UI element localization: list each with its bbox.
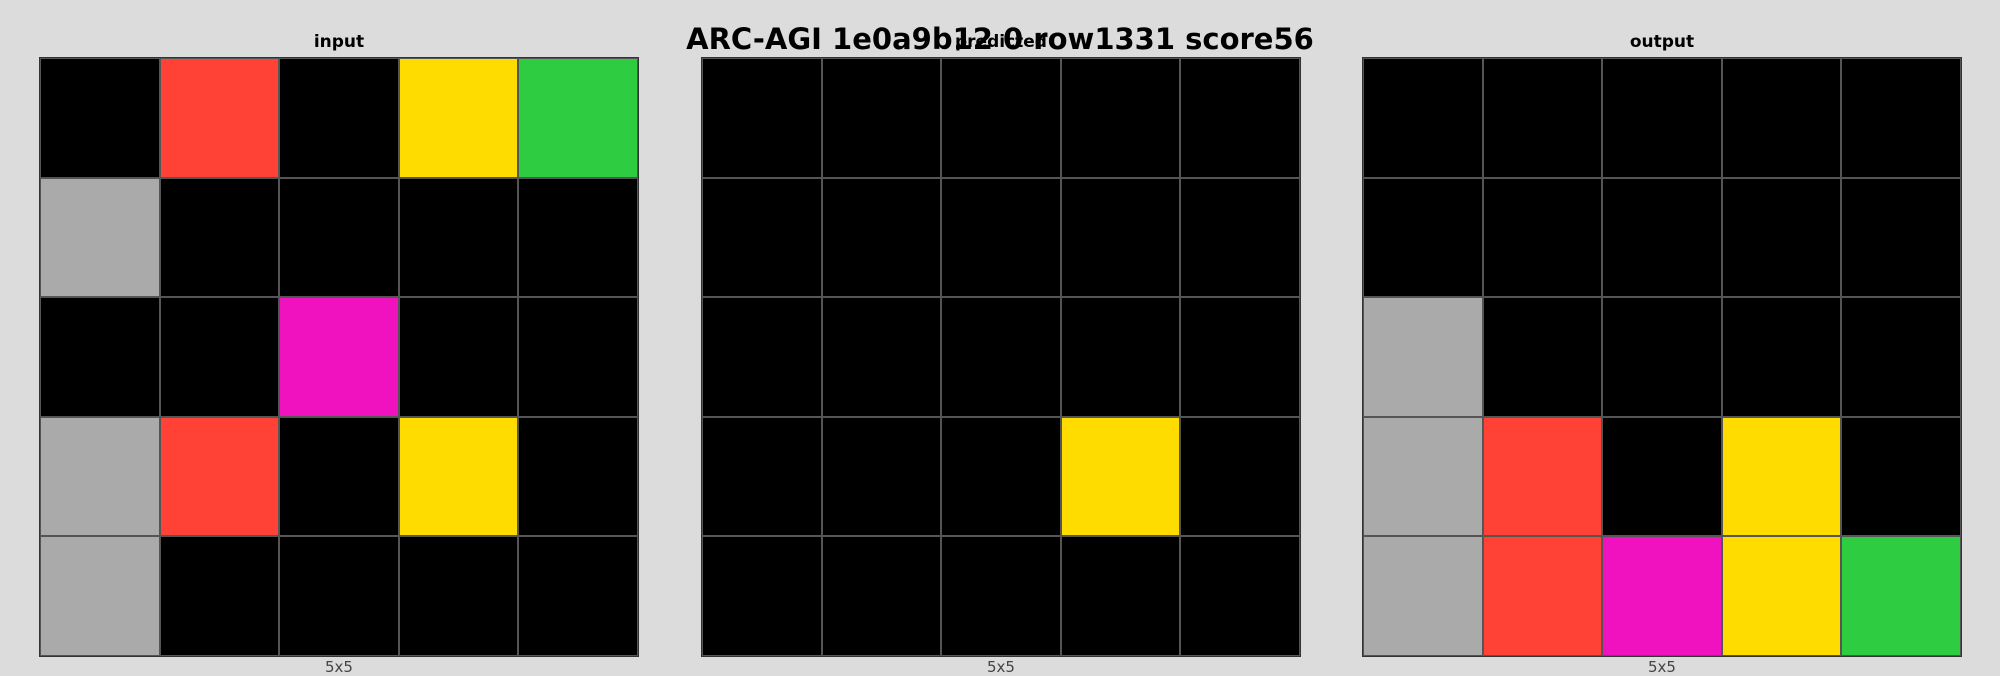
- grid-cell: [1602, 58, 1722, 178]
- input-panel: input 5x5: [39, 0, 639, 675]
- grid-cell: [398, 58, 519, 178]
- grid-cell: [702, 297, 822, 417]
- grid-cell: [40, 416, 160, 537]
- grid-cell: [1060, 416, 1181, 537]
- grid-cell: [1841, 536, 1961, 656]
- grid-cell: [159, 177, 280, 298]
- grid-cell: [941, 416, 1061, 537]
- grid-cell: [1841, 58, 1961, 178]
- grid-cell: [279, 536, 399, 656]
- grid-cell: [1180, 297, 1300, 417]
- grid-cell: [1363, 536, 1483, 656]
- grid-cell: [821, 177, 942, 298]
- grid-cell: [1060, 297, 1181, 417]
- grid-cell: [279, 416, 399, 537]
- predicted-grid: [701, 57, 1301, 657]
- grid-cell: [398, 416, 519, 537]
- output-panel: output 5x5: [1362, 0, 1962, 675]
- grid-cell: [518, 536, 638, 656]
- grid-cell: [1721, 536, 1842, 656]
- grid-cell: [1602, 536, 1722, 656]
- input-panel-title: input: [313, 32, 365, 52]
- grid-cell: [1180, 536, 1300, 656]
- grid-cell: [1482, 536, 1603, 656]
- grid-cell: [1482, 416, 1603, 537]
- grid-cell: [518, 177, 638, 298]
- grid-cell: [1180, 416, 1300, 537]
- grid-cell: [1721, 297, 1842, 417]
- grid-cell: [1602, 297, 1722, 417]
- grid-cell: [1602, 416, 1722, 537]
- grid-cell: [821, 536, 942, 656]
- grid-cell: [1363, 177, 1483, 298]
- input-grid: [39, 57, 639, 657]
- output-grid-dims: 5x5: [1648, 658, 1676, 676]
- grid-cell: [1721, 177, 1842, 298]
- grid-cell: [1180, 58, 1300, 178]
- grid-cell: [1482, 177, 1603, 298]
- grid-cell: [159, 416, 280, 537]
- grid-cell: [1363, 58, 1483, 178]
- grid-cell: [941, 58, 1061, 178]
- grid-cell: [40, 536, 160, 656]
- grid-cell: [702, 58, 822, 178]
- grid-cell: [1721, 58, 1842, 178]
- grid-cell: [1721, 416, 1842, 537]
- grid-cell: [279, 58, 399, 178]
- input-grid-dims: 5x5: [325, 658, 353, 676]
- grid-cell: [518, 297, 638, 417]
- grid-cell: [1602, 177, 1722, 298]
- grid-cell: [279, 297, 399, 417]
- output-panel-title: output: [1629, 32, 1695, 52]
- grid-cell: [702, 416, 822, 537]
- grid-cell: [1482, 58, 1603, 178]
- grid-cell: [1060, 177, 1181, 298]
- grid-cell: [398, 536, 519, 656]
- grid-cell: [518, 416, 638, 537]
- grid-cell: [821, 297, 942, 417]
- predicted-grid-dims: 5x5: [987, 658, 1015, 676]
- grid-cell: [941, 177, 1061, 298]
- grid-cell: [1841, 416, 1961, 537]
- predicted-panel-title: predicted: [955, 32, 1047, 52]
- grid-cell: [398, 177, 519, 298]
- grid-cell: [821, 58, 942, 178]
- grid-cell: [702, 177, 822, 298]
- grid-cell: [159, 297, 280, 417]
- grid-cell: [1841, 297, 1961, 417]
- output-grid: [1362, 57, 1962, 657]
- grid-cell: [1060, 536, 1181, 656]
- grid-cell: [941, 297, 1061, 417]
- grid-cell: [40, 177, 160, 298]
- grid-cell: [40, 297, 160, 417]
- grid-cell: [1482, 297, 1603, 417]
- grid-cell: [821, 416, 942, 537]
- grid-cell: [159, 536, 280, 656]
- grid-cell: [702, 536, 822, 656]
- grid-cell: [159, 58, 280, 178]
- grid-cell: [1363, 297, 1483, 417]
- grid-cell: [1060, 58, 1181, 178]
- figure-title: ARC-AGI 1e0a9b12 0 row1331 score56: [686, 22, 1314, 56]
- grid-cell: [941, 536, 1061, 656]
- grid-cell: [518, 58, 638, 178]
- grid-cell: [279, 177, 399, 298]
- grid-cell: [1363, 416, 1483, 537]
- grid-cell: [398, 297, 519, 417]
- grid-cell: [1180, 177, 1300, 298]
- predicted-panel: predicted 5x5: [701, 0, 1301, 675]
- grid-cell: [1841, 177, 1961, 298]
- grid-cell: [40, 58, 160, 178]
